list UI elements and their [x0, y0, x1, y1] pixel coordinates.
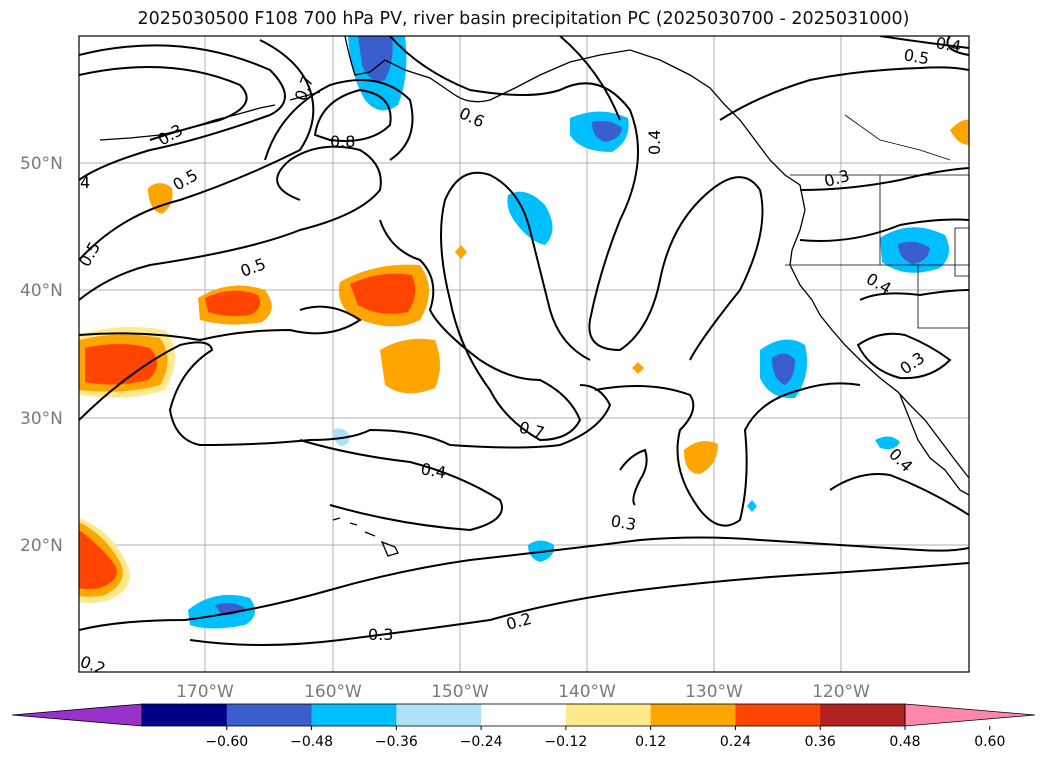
colorbar-tick-label: −0.60: [205, 734, 248, 750]
pc-positive-area: [85, 344, 158, 385]
contour-label: 0.6: [590, 15, 615, 34]
contour-label: 0.3: [609, 511, 637, 534]
colorbar-tick-label: −0.48: [290, 734, 333, 750]
colorbar-swatch: [481, 704, 567, 726]
contour-label: 4: [80, 173, 90, 192]
lat-label: 30°N: [20, 409, 63, 429]
colorbar-tick-label: 0.36: [805, 734, 836, 750]
pc-negative-area: [507, 191, 553, 245]
pc-positive-area: [205, 290, 261, 316]
lon-label: 150°W: [431, 682, 489, 702]
contour-label: 0.8: [330, 132, 355, 151]
lon-label: 140°W: [558, 682, 616, 702]
colorbar-ticks: −0.60 −0.48 −0.36 −0.24 −0.12 0.12 0.24 0.36 0.4…: [205, 726, 1005, 750]
colorbar-tick-label: 0.24: [720, 734, 751, 750]
pc-positive-area: [148, 183, 173, 214]
map-panel: 0.3 0.5 0.5 0.5 0.7 0.8 0.6 0.4 0.3 0.5 …: [78, 15, 970, 679]
latitude-labels: 50°N 40°N 30°N 20°N: [20, 154, 63, 556]
colorbar-tick-label: −0.36: [375, 734, 418, 750]
precip-shading: [79, 36, 969, 629]
lon-label: 160°W: [304, 682, 362, 702]
pc-positive-area: [684, 441, 718, 474]
pc-positive-area: [950, 119, 969, 145]
pc-positive-area: [632, 362, 644, 374]
colorbar-tick-label: −0.12: [544, 734, 587, 750]
colorbar-swatch: [396, 704, 482, 726]
colorbar-tick-label: 0.60: [974, 734, 1005, 750]
contour-label: 0.4: [419, 459, 447, 482]
coastlines: [99, 36, 969, 557]
contour-label: 0.5: [902, 45, 930, 68]
pc-positive-area: [380, 338, 440, 394]
contour-label: 0.4: [645, 130, 664, 155]
lat-label: 20°N: [20, 536, 63, 556]
lon-label: 130°W: [685, 682, 743, 702]
colorbar-frame: [141, 703, 906, 727]
colorbar-swatch: [820, 704, 906, 726]
pv-contours: [79, 36, 969, 646]
contour-label: 0.4: [934, 33, 962, 56]
map-frame: [78, 35, 970, 673]
colorbar-tick-label: 0.12: [635, 734, 666, 750]
colorbar-swatch: [311, 704, 397, 726]
pc-positive-area: [350, 273, 416, 314]
contour-label: 0.3: [368, 625, 393, 644]
map-title: 2025030500 F108 700 hPa PV, river basin …: [137, 9, 910, 29]
graticule: [79, 36, 969, 672]
colorbar: −0.60 −0.48 −0.36 −0.24 −0.12 0.12 0.24 0.36 0.4…: [11, 703, 1036, 750]
colorbar-extend-high: [904, 703, 1036, 727]
lat-label: 50°N: [20, 154, 63, 174]
lat-label: 40°N: [20, 281, 63, 301]
pc-negative-area: [875, 436, 900, 450]
pc-negative-area: [358, 36, 393, 81]
colorbar-swatch: [565, 704, 652, 726]
pc-negative-area: [592, 120, 622, 142]
colorbar-swatch: [142, 704, 228, 726]
colorbar-swatches: [11, 703, 1036, 727]
lon-label: 170°W: [176, 682, 234, 702]
pc-positive-area: [455, 245, 467, 259]
colorbar-swatch: [650, 704, 736, 726]
pc-negative-area: [772, 353, 795, 385]
contour-label: 0.2: [78, 652, 108, 679]
pc-negative-area: [747, 500, 757, 512]
colorbar-swatch: [735, 704, 821, 726]
longitude-labels: 170°W 160°W 150°W 140°W 130°W 120°W: [176, 682, 870, 702]
colorbar-tick-label: −0.24: [460, 734, 503, 750]
lon-label: 120°W: [812, 682, 870, 702]
colorbar-swatch: [226, 704, 313, 726]
colorbar-extend-low: [11, 703, 143, 727]
pc-negative-area: [898, 241, 930, 264]
colorbar-tick-label: 0.48: [889, 734, 920, 750]
pc-positive-area: [79, 530, 117, 589]
